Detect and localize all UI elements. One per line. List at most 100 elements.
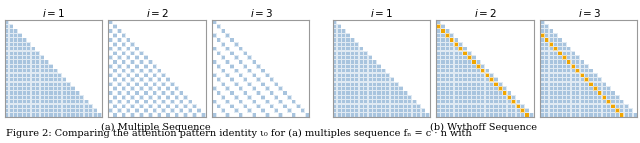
Bar [437,83,440,86]
Bar [580,100,584,103]
Bar [122,69,125,73]
Bar [235,69,238,73]
Bar [615,108,620,113]
Bar [131,60,134,64]
Bar [481,65,484,68]
Bar [463,86,467,91]
Bar [44,64,49,69]
Bar [157,78,161,82]
Bar [598,87,602,90]
Bar [549,82,554,86]
Bar [364,73,368,78]
Bar [27,64,31,69]
Bar [89,109,92,112]
Bar [140,69,143,73]
Bar [364,51,368,55]
Bar [572,52,575,55]
Bar [476,104,481,108]
Bar [333,47,337,50]
Bar [408,100,412,104]
Bar [580,109,584,112]
Bar [18,78,22,82]
Bar [217,25,220,28]
Bar [333,29,337,33]
Bar [333,73,337,78]
Bar [131,78,135,82]
Bar [436,73,441,78]
Bar [442,65,445,68]
Bar [481,100,485,104]
Bar [399,95,403,100]
Bar [58,96,61,99]
Bar [161,73,166,78]
Bar [625,109,628,112]
Bar [266,74,269,77]
Bar [40,91,44,95]
Bar [486,109,489,112]
Bar [40,65,44,68]
Bar [4,24,9,29]
Bar [166,96,170,99]
Bar [113,52,116,55]
Bar [44,108,49,113]
Bar [122,60,126,64]
Bar [253,87,256,90]
Bar [140,60,144,64]
Bar [76,109,79,112]
Bar [454,86,458,91]
Bar [559,47,562,50]
Bar [225,113,230,117]
Bar [495,105,498,108]
Bar [341,95,346,100]
Bar [377,69,381,73]
Bar [166,95,170,100]
Bar [351,38,354,41]
Bar [572,109,575,112]
Bar [562,100,566,104]
Bar [611,104,615,108]
Bar [386,83,389,86]
Bar [571,91,575,95]
Bar [22,100,27,104]
Bar [333,46,337,51]
Bar [49,100,53,104]
Bar [72,105,75,108]
Bar [13,82,18,86]
Bar [40,104,44,108]
Bar [32,96,35,99]
Bar [45,91,48,95]
Bar [559,65,562,68]
Bar [442,109,445,112]
Bar [589,109,593,112]
Bar [450,69,453,73]
Bar [520,113,525,117]
Bar [22,51,27,55]
Bar [463,56,467,59]
Bar [445,108,450,113]
Bar [454,91,458,95]
Bar [554,104,558,108]
Bar [454,43,458,46]
Bar [554,113,558,117]
Bar [580,82,584,86]
Bar [499,100,502,103]
Bar [80,100,84,104]
Bar [49,91,53,95]
Bar [554,43,557,46]
Bar [445,33,450,38]
Bar [35,95,40,100]
Bar [585,65,588,68]
Bar [394,100,399,104]
Bar [333,51,337,55]
Bar [287,95,292,100]
Bar [23,91,26,95]
Bar [408,105,412,108]
Bar [368,64,372,69]
Bar [108,82,113,86]
Bar [594,100,597,103]
Bar [446,60,449,64]
Bar [53,73,58,78]
Bar [67,86,71,91]
Bar [441,33,445,38]
Bar [333,108,337,113]
